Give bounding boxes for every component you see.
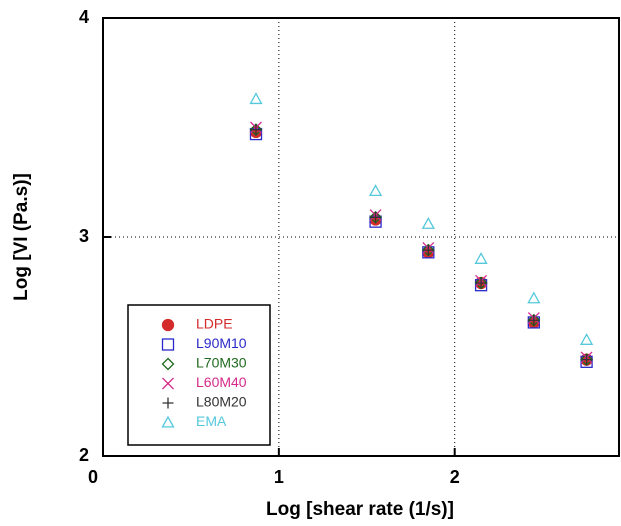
point	[422, 244, 434, 256]
point	[528, 314, 540, 326]
legend-label: L60M40	[196, 374, 247, 390]
point	[475, 277, 487, 289]
x-axis-label: Log [shear rate (1/s)]	[266, 499, 454, 520]
point	[368, 184, 383, 197]
x-tick-label: 0	[88, 467, 98, 487]
legend-marker	[161, 357, 175, 371]
legend-marker	[162, 397, 174, 409]
legend-label: L80M20	[196, 394, 247, 410]
legend-marker	[161, 415, 175, 428]
point	[250, 124, 262, 136]
point	[581, 354, 593, 366]
y-axis-label: Log [VI (Pa.s)]	[11, 173, 32, 301]
legend-marker	[162, 377, 174, 390]
y-tick-label: 2	[79, 445, 89, 465]
point	[421, 217, 435, 229]
point	[249, 92, 263, 105]
legend-marker	[161, 318, 175, 332]
point	[370, 211, 382, 223]
point	[579, 333, 594, 345]
legend-label: LDPE	[196, 316, 233, 332]
legend-box	[127, 304, 271, 446]
legend-label: L70M30	[196, 355, 247, 371]
plot-frame	[102, 17, 620, 457]
x-tick-label: 1	[274, 467, 284, 487]
legend-marker	[161, 338, 175, 351]
legend-label: L90M10	[196, 335, 247, 351]
y-tick-label: 4	[79, 7, 89, 27]
point	[474, 252, 488, 264]
legend-label: EMA	[196, 413, 227, 429]
x-tick-label: 2	[450, 467, 460, 487]
y-tick-label: 3	[79, 226, 89, 246]
point	[527, 291, 541, 304]
